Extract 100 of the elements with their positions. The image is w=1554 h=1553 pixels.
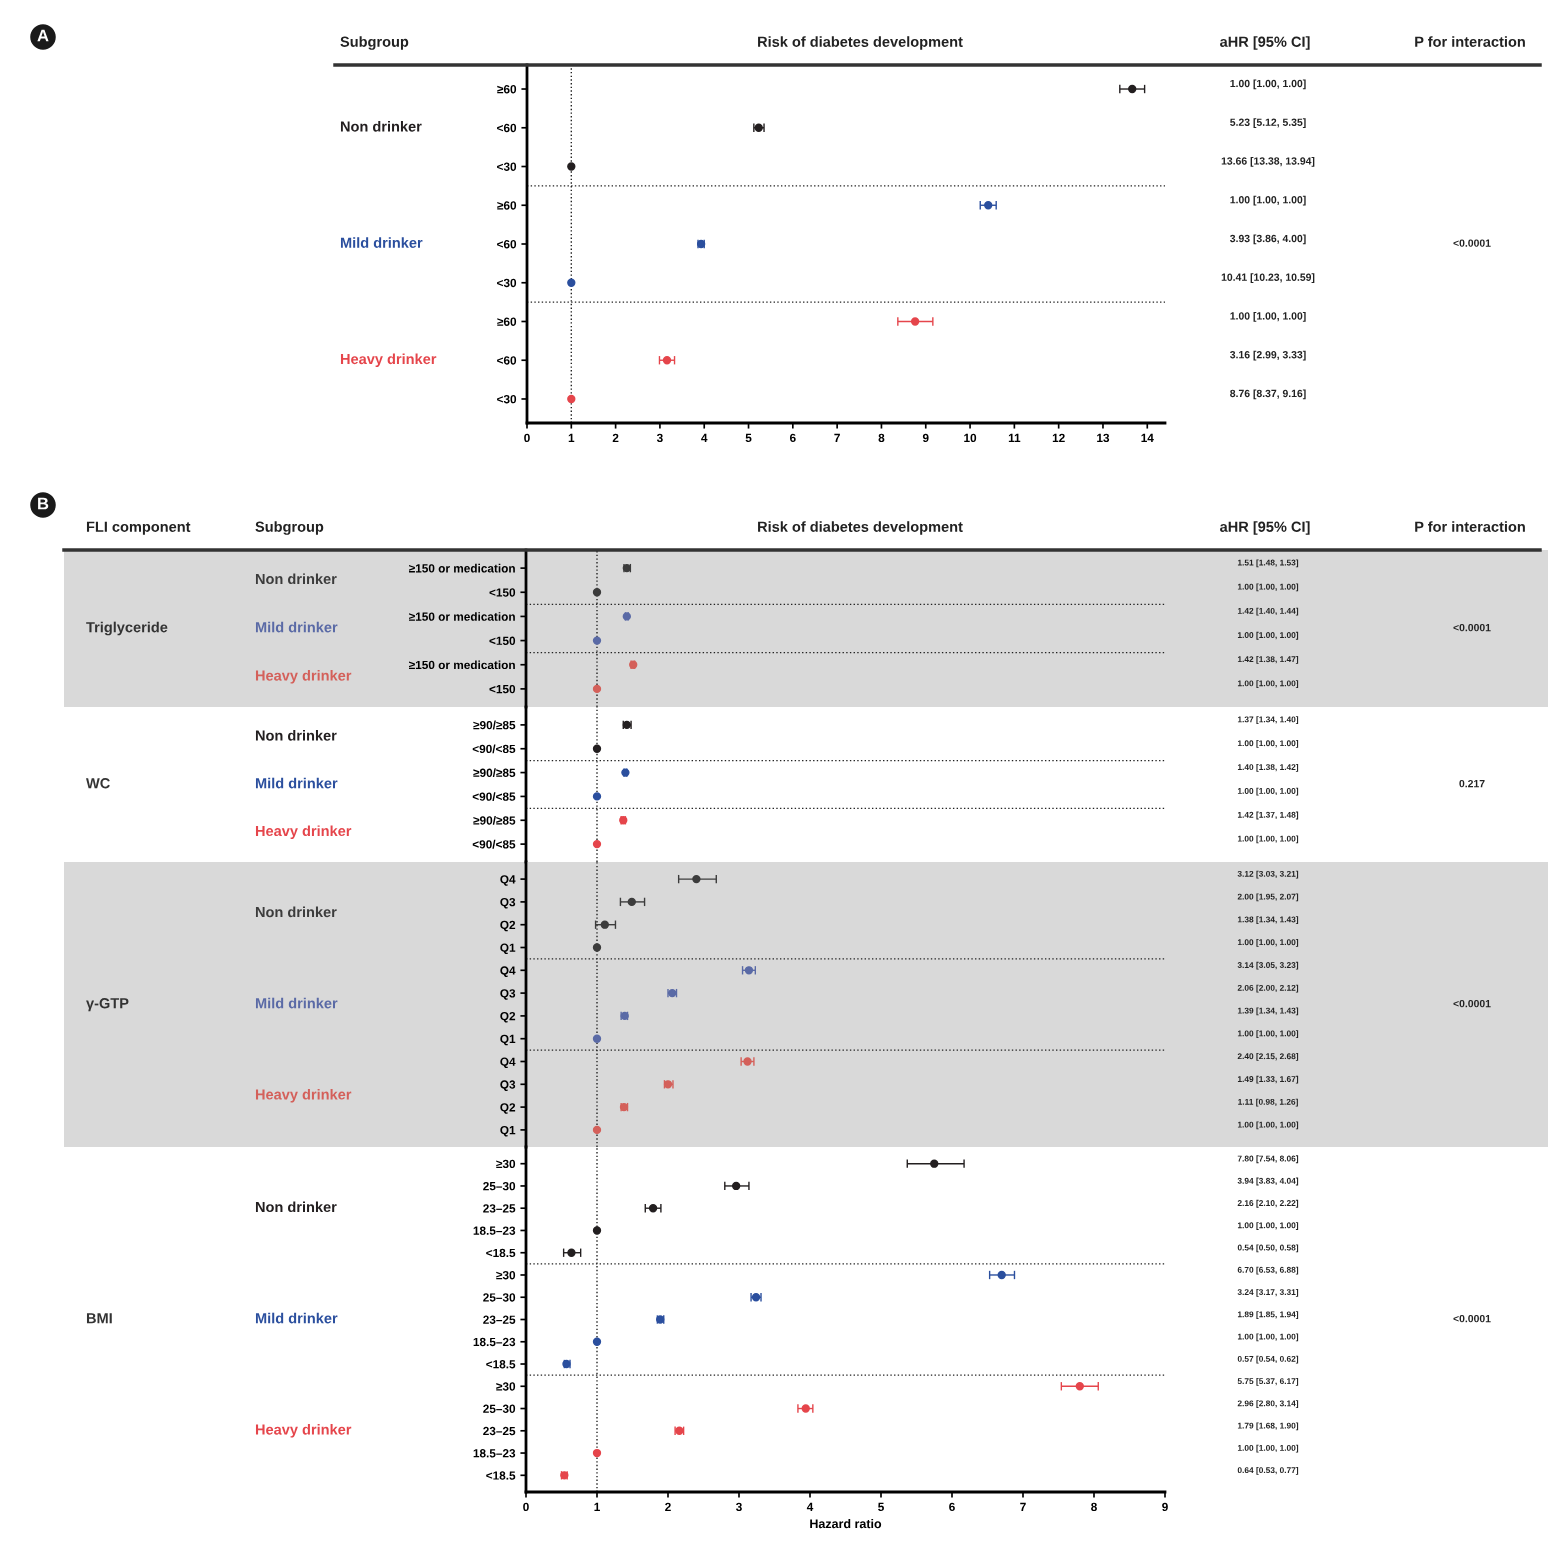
- text: 3.12 [3.03, 3.21]: [1237, 870, 1299, 879]
- text: Mild drinker: [255, 777, 338, 789]
- x-axis-title: Hazard ratio: [810, 1518, 882, 1529]
- y-tick-label: <30: [497, 278, 517, 288]
- text: 1.00 [1.00, 1.00]: [1237, 1444, 1299, 1453]
- point: [984, 201, 993, 210]
- point: [801, 1404, 810, 1413]
- x-tick-label: 8: [1091, 1502, 1097, 1512]
- text: 1.00 [1.00, 1.00]: [1237, 1333, 1299, 1342]
- text: 3.24 [3.17, 3.31]: [1237, 1288, 1299, 1297]
- text: Mild drinker: [255, 997, 338, 1009]
- y-tick-label: ≥150 or medication: [409, 612, 515, 621]
- y-tick-label: ≥90/≥85: [473, 720, 516, 730]
- point: [692, 874, 701, 884]
- y-tick-label: <60: [497, 240, 517, 249]
- y-tick-label: <150: [489, 588, 516, 597]
- y-tick-label: ≥150 or medication: [409, 563, 515, 573]
- text: 1.39 [1.34, 1.43]: [1237, 1007, 1299, 1016]
- text: aHR [95% CI]: [1220, 521, 1310, 535]
- text: 1.37 [1.34, 1.40]: [1237, 716, 1299, 724]
- text: 2.96 [2.80, 3.14]: [1237, 1400, 1299, 1408]
- text: 13.66 [13.38, 13.94]: [1221, 157, 1315, 167]
- x-tick-label: 5: [745, 433, 752, 443]
- x-tick-label: 3: [656, 433, 663, 443]
- y-tick-label: <30: [497, 395, 517, 404]
- x-tick-label: 1: [568, 433, 575, 442]
- point: [910, 317, 920, 326]
- x-tick-label: 6: [949, 1502, 955, 1512]
- text: 1.00 [1.00, 1.00]: [1237, 680, 1299, 688]
- text: Subgroup: [255, 521, 324, 535]
- text: 1.11 [0.98, 1.26]: [1238, 1098, 1298, 1107]
- text: <0.0001: [1453, 999, 1491, 1008]
- y-tick-label: <150: [489, 636, 516, 645]
- text: 1.89 [1.85, 1.94]: [1237, 1311, 1299, 1319]
- text: Heavy drinker: [255, 825, 352, 839]
- y-tick-label: Q2: [500, 1103, 516, 1114]
- text: 1.00 [1.00, 1.00]: [1237, 631, 1299, 640]
- y-tick-label: 23–25: [483, 1315, 516, 1324]
- point: [592, 1337, 602, 1346]
- text: 0.64 [0.53, 0.77]: [1237, 1466, 1299, 1475]
- x-tick-label: 5: [878, 1502, 884, 1512]
- point: [592, 1034, 602, 1043]
- text: 2.00 [1.95, 2.07]: [1237, 893, 1299, 902]
- text: Mild drinker: [255, 1312, 338, 1324]
- y-tick-label: ≥150 or medication: [409, 660, 515, 670]
- y-tick-label: Q1: [500, 1034, 516, 1046]
- text: 1.00 [1.00, 1.00]: [1230, 195, 1306, 206]
- text: 8.76 [8.37, 9.16]: [1230, 389, 1306, 400]
- text: 5.75 [5.37, 6.17]: [1237, 1377, 1299, 1386]
- y-tick-label: Q2: [500, 1011, 516, 1023]
- text: Heavy drinker: [255, 670, 352, 684]
- text: Non drinker: [255, 1201, 337, 1213]
- text: 3.94 [3.83, 4.04]: [1237, 1177, 1299, 1186]
- y-tick-label: 18.5–23: [473, 1337, 516, 1347]
- text: Non drinker: [255, 906, 337, 918]
- point: [600, 920, 609, 929]
- y-tick-label: 23–25: [483, 1204, 516, 1213]
- text: Heavy drinker: [255, 1088, 352, 1103]
- y-tick-label: 25–30: [483, 1293, 516, 1302]
- text: 1.40 [1.38, 1.42]: [1237, 763, 1299, 772]
- text: Heavy drinker: [340, 353, 437, 368]
- text: 1.00 [1.00, 1.00]: [1237, 1222, 1299, 1230]
- y-tick-label: 18.5–23: [473, 1449, 516, 1458]
- point: [592, 1125, 602, 1135]
- x-tick-label: 7: [1020, 1502, 1026, 1511]
- x-tick-label: 8: [878, 433, 885, 443]
- text: 2.06 [2.00, 2.12]: [1237, 984, 1299, 993]
- x-tick-label: 2: [665, 1502, 671, 1511]
- text: 1.00 [1.00, 1.00]: [1237, 583, 1299, 592]
- text: 1.00 [1.00, 1.00]: [1237, 939, 1299, 947]
- text: 1.42 [1.38, 1.47]: [1237, 656, 1299, 664]
- text: Heavy drinker: [255, 1423, 352, 1438]
- point: [662, 356, 672, 365]
- x-tick-label: 7: [834, 433, 840, 442]
- x-tick-label: 4: [806, 1502, 814, 1511]
- text: A: [37, 29, 49, 42]
- point: [592, 943, 602, 952]
- text: 3.16 [2.99, 3.33]: [1230, 350, 1306, 361]
- text: 2.16 [2.10, 2.22]: [1237, 1199, 1299, 1208]
- text: 3.14 [3.05, 3.23]: [1237, 961, 1299, 970]
- text: <0.0001: [1453, 623, 1491, 632]
- y-tick-label: 25–30: [483, 1404, 516, 1413]
- y-tick-label: Q2: [500, 920, 516, 932]
- text: Risk of diabetes development: [758, 521, 963, 535]
- y-tick-label: ≥60: [497, 201, 517, 210]
- point: [592, 744, 602, 753]
- point: [592, 839, 602, 849]
- x-tick-label: 1: [594, 1502, 600, 1511]
- text: 10.41 [10.23, 10.59]: [1221, 273, 1315, 283]
- y-tick-label: Q3: [500, 989, 516, 1000]
- x-tick-label: 0: [524, 433, 530, 443]
- y-tick-label: <60: [497, 123, 517, 133]
- y-axis-title: Triglyceride: [86, 621, 168, 636]
- text: 0.57 [0.54, 0.62]: [1237, 1355, 1299, 1364]
- point: [592, 1226, 602, 1235]
- y-tick-label: 25–30: [483, 1181, 516, 1191]
- text: Mild drinker: [340, 237, 423, 248]
- y-tick-label: Q1: [500, 943, 516, 955]
- x-tick-label: 10: [964, 433, 977, 443]
- text: 6.70 [6.53, 6.88]: [1237, 1266, 1299, 1275]
